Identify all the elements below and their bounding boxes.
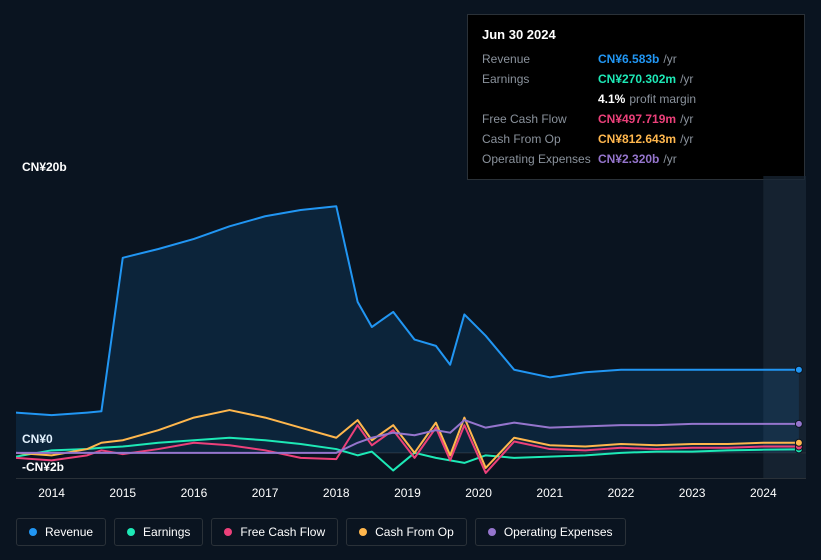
financials-chart: Jun 30 2024 RevenueCN¥6.583b/yrEarningsC…	[0, 0, 821, 560]
tooltip-metric-value: CN¥812.643m	[598, 130, 676, 148]
legend-dot-icon	[127, 528, 135, 536]
tooltip-metric-value: CN¥2.320b	[598, 150, 659, 168]
x-axis-tick: 2021	[536, 486, 563, 500]
tooltip-row: Free Cash FlowCN¥497.719m/yr	[482, 109, 790, 129]
x-axis-tick: 2016	[181, 486, 208, 500]
tooltip-metric-label: Operating Expenses	[482, 150, 598, 168]
x-axis-tick: 2024	[750, 486, 777, 500]
profit-margin-row: 4.1% profit margin	[482, 89, 790, 109]
legend-item-revenue[interactable]: Revenue	[16, 518, 106, 546]
legend-label: Earnings	[143, 525, 190, 539]
revenue-end-marker	[795, 366, 802, 373]
tooltip-row: EarningsCN¥270.302m/yr	[482, 69, 790, 89]
x-axis-tick: 2017	[252, 486, 279, 500]
chart-tooltip: Jun 30 2024 RevenueCN¥6.583b/yrEarningsC…	[467, 14, 805, 180]
tooltip-row: RevenueCN¥6.583b/yr	[482, 49, 790, 69]
legend-dot-icon	[359, 528, 367, 536]
tooltip-metric-value: CN¥270.302m	[598, 70, 676, 88]
legend-label: Revenue	[45, 525, 93, 539]
legend-item-cfo[interactable]: Cash From Op	[346, 518, 467, 546]
x-axis-tick: 2014	[38, 486, 65, 500]
tooltip-metric-unit: /yr	[680, 130, 693, 148]
x-axis-tick: 2022	[608, 486, 635, 500]
cfo-end-marker	[795, 439, 802, 446]
legend-label: Cash From Op	[375, 525, 454, 539]
legend-dot-icon	[29, 528, 37, 536]
x-axis-tick: 2015	[109, 486, 136, 500]
legend-dot-icon	[488, 528, 496, 536]
x-axis-tick: 2023	[679, 486, 706, 500]
legend-label: Free Cash Flow	[240, 525, 325, 539]
x-axis: 2014 2015 2016 2017 2018 2019 2020 2021 2022 2023…	[16, 478, 806, 502]
tooltip-metric-unit: /yr	[680, 110, 693, 128]
legend-item-opex[interactable]: Operating Expenses	[475, 518, 626, 546]
tooltip-metric-unit: /yr	[663, 150, 676, 168]
tooltip-metric-value: CN¥6.583b	[598, 50, 659, 68]
profit-margin-label: profit margin	[629, 90, 696, 108]
chart-plot-area[interactable]	[16, 176, 806, 478]
x-axis-line	[16, 478, 806, 479]
opex-end-marker	[795, 420, 802, 427]
profit-margin-value: 4.1%	[598, 90, 625, 108]
tooltip-metric-unit: /yr	[663, 50, 676, 68]
legend-item-earnings[interactable]: Earnings	[114, 518, 203, 546]
x-axis-tick: 2019	[394, 486, 421, 500]
x-axis-tick: 2018	[323, 486, 350, 500]
tooltip-metric-value: CN¥497.719m	[598, 110, 676, 128]
y-axis-label: CN¥20b	[22, 160, 67, 174]
tooltip-row: Operating ExpensesCN¥2.320b/yr	[482, 149, 790, 169]
chart-legend: Revenue Earnings Free Cash Flow Cash From O…	[16, 518, 626, 546]
tooltip-row: Cash From OpCN¥812.643m/yr	[482, 129, 790, 149]
tooltip-metric-label: Earnings	[482, 70, 598, 88]
tooltip-date: Jun 30 2024	[482, 25, 790, 45]
tooltip-metric-label: Revenue	[482, 50, 598, 68]
legend-label: Operating Expenses	[504, 525, 613, 539]
x-axis-tick: 2020	[465, 486, 492, 500]
tooltip-metric-label: Free Cash Flow	[482, 110, 598, 128]
tooltip-metric-unit: /yr	[680, 70, 693, 88]
legend-dot-icon	[224, 528, 232, 536]
legend-item-fcf[interactable]: Free Cash Flow	[211, 518, 338, 546]
tooltip-metric-label: Cash From Op	[482, 130, 598, 148]
